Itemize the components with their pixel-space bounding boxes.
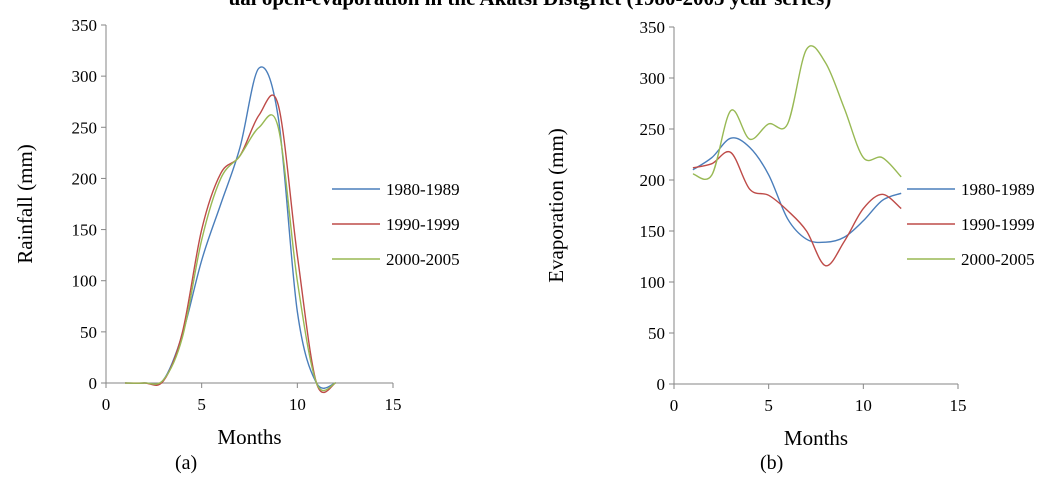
rainfall-x-tick-label: 0 [102,395,111,414]
panel-a-caption: (a) [175,452,198,474]
rainfall-chart: 0 50 100 150 200 250 300 350 0 5 10 15 Months Rainfal… [13,16,460,449]
rainfall-y-tick-label: 200 [72,169,98,188]
rainfall-y-axis-label: Rainfall (mm) [13,144,37,264]
rainfall-legend-label: 1980-1989 [386,180,460,199]
rainfall-legend-label: 2000-2005 [386,250,460,269]
evaporation-x-axis-label: Months [784,426,848,450]
evaporation-x-tick-label: 15 [950,396,967,415]
evaporation-series-line-1990-1999 [692,150,902,267]
rainfall-y-tick-label: 50 [80,323,97,342]
evaporation-series-line-2000-2005 [692,45,902,180]
evaporation-y-tick-label: 50 [648,324,665,343]
rainfall-y-tick-label: 250 [72,118,98,137]
rainfall-y-tick-label: 0 [89,374,98,393]
rainfall-y-tick-label: 350 [72,16,98,35]
rainfall-y-tick-label: 150 [72,221,98,240]
rainfall-x-axis-label: Months [217,425,281,449]
evaporation-y-tick-label: 200 [640,171,666,190]
evaporation-y-tick-label: 300 [640,69,666,88]
evaporation-y-tick-label: 0 [657,375,666,394]
evaporation-legend-label: 1990-1999 [961,215,1035,234]
evaporation-legend-label: 1980-1989 [961,180,1035,199]
rainfall-x-tick-label: 15 [385,395,402,414]
panel-b-caption: (b) [760,452,784,474]
evaporation-x-tick-label: 10 [855,396,872,415]
evaporation-y-axis-label: Evaporation (mm) [544,128,568,283]
rainfall-y-tick-label: 300 [72,67,98,86]
evaporation-x-tick-label: 0 [670,396,679,415]
evaporation-chart: 0 50 100 150 200 250 300 350 0 5 10 15 Months Evapora… [544,18,1035,450]
rainfall-series-line-2000-2005 [125,114,336,392]
evaporation-y-tick-label: 250 [640,120,666,139]
evaporation-x-tick-label: 5 [764,396,773,415]
rainfall-y-tick-label: 100 [72,272,98,291]
rainfall-x-tick-label: 5 [197,395,206,414]
evaporation-y-tick-label: 100 [640,273,666,292]
evaporation-y-tick-label: 150 [640,222,666,241]
rainfall-legend-label: 1990-1999 [386,215,460,234]
evaporation-series-line-1980-1989 [692,137,902,244]
evaporation-y-tick-label: 350 [640,18,666,37]
rainfall-x-tick-label: 10 [289,395,306,414]
evaporation-legend-label: 2000-2005 [961,250,1035,269]
figure-title: ual open-evaporation in the Akatsi Distg… [0,0,1060,11]
rainfall-series-line-1980-1989 [125,66,336,389]
